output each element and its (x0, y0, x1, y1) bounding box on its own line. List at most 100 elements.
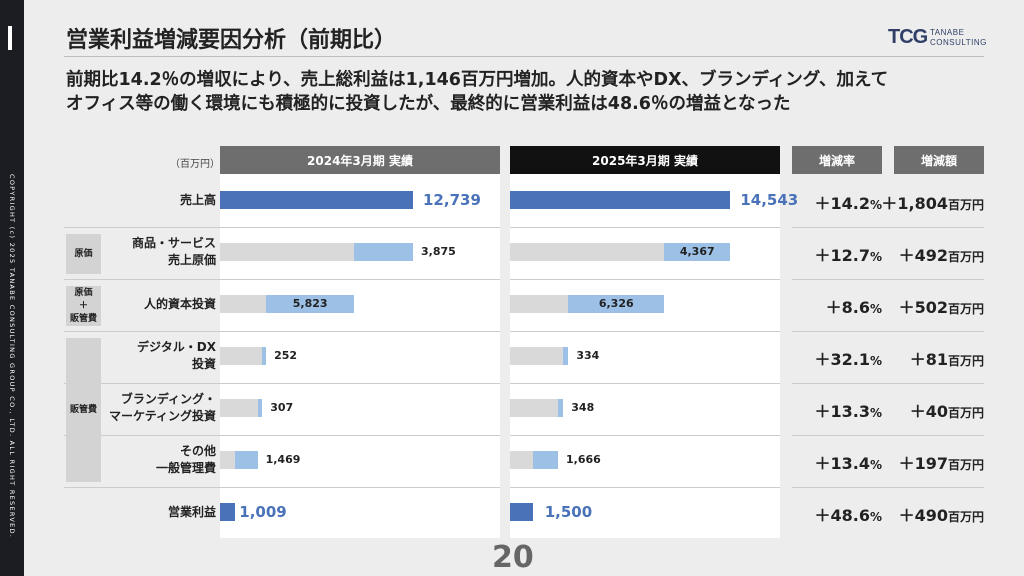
row-divider (220, 487, 500, 488)
change-rate-suffix: % (869, 458, 882, 472)
change-rate-value: ＋13.3 (814, 402, 870, 421)
header-amount: 増減額 (894, 146, 984, 174)
lead-line-2: オフィス等の働く環境にも積極的に投資したが、最終的に営業利益は48.6％の増益と… (66, 94, 791, 114)
change-amount-value: ＋492 (898, 246, 948, 265)
row-divider (792, 279, 984, 280)
change-rate-value: ＋8.6 (825, 298, 870, 317)
row-divider (510, 227, 780, 228)
change-rate-value: ＋14.2 (814, 194, 870, 213)
value-label-2024: 1,009 (239, 503, 287, 521)
panel-2024 (220, 174, 500, 538)
row-divider (220, 435, 500, 436)
value-label-2024: 1,469 (265, 453, 301, 466)
change-amount-suffix: 百万円 (947, 354, 984, 368)
value-label-2024: 307 (270, 401, 294, 414)
row-divider (220, 279, 500, 280)
change-amount-suffix: 百万円 (947, 302, 984, 316)
change-rate-suffix: % (869, 198, 882, 212)
change-rate-suffix: % (869, 406, 882, 420)
bar-2024 (354, 243, 413, 261)
change-rate: ＋13.3% (814, 398, 882, 422)
change-amount: ＋197百万円 (899, 450, 984, 474)
row-divider (64, 383, 220, 384)
bar-2025 (568, 295, 665, 313)
change-amount: ＋81百万円 (910, 346, 984, 370)
change-amount-value: ＋1,804 (881, 194, 948, 213)
header-2024: 2024年3月期 実績 (220, 146, 500, 174)
bar-2025 (532, 451, 558, 469)
row-divider (510, 383, 780, 384)
change-amount-suffix: 百万円 (947, 198, 984, 212)
row-divider (510, 487, 780, 488)
change-rate-suffix: % (869, 510, 882, 524)
header-rate: 増減率 (792, 146, 882, 174)
change-rate-value: ＋32.1 (814, 350, 870, 369)
sidebar-accent (8, 26, 12, 50)
base-bar-2025 (510, 243, 665, 261)
change-rate-value: ＋13.4 (814, 454, 870, 473)
row-label: 売上高 (179, 192, 216, 207)
change-amount: ＋502百万円 (899, 294, 984, 318)
logo-mark: TCG (888, 26, 928, 48)
row-divider (64, 227, 220, 228)
value-label-2025: 6,326 (598, 297, 634, 310)
row-label: ブランディング・ マーケティング投資 (108, 392, 216, 423)
base-bar-2025 (510, 295, 569, 313)
row-label: 営業利益 (167, 504, 216, 519)
value-label-2024: 5,823 (292, 297, 328, 310)
base-bar-2024 (220, 347, 263, 365)
row-divider (220, 227, 500, 228)
base-bar-2024 (220, 451, 236, 469)
value-label-2025: 334 (576, 349, 600, 362)
bar-2024 (220, 191, 413, 209)
change-rate-suffix: % (869, 302, 882, 316)
row-divider (792, 435, 984, 436)
title-divider (64, 56, 984, 57)
change-rate-value: ＋12.7 (814, 246, 870, 265)
row-divider (64, 279, 220, 280)
change-rate: ＋14.2% (814, 190, 882, 214)
change-amount-value: ＋40 (909, 402, 948, 421)
row-divider (792, 331, 984, 332)
change-amount-suffix: 百万円 (947, 406, 984, 420)
bar-2025 (563, 347, 569, 365)
value-label-2025: 1,500 (544, 503, 593, 521)
base-bar-2024 (220, 399, 258, 417)
sidebar: COPYRIGHT (c) 2025 TANABE CONSULTING GRO… (0, 0, 24, 576)
change-amount-suffix: 百万円 (947, 458, 984, 472)
bar-2025 (664, 243, 731, 261)
value-label-2025: 14,543 (740, 191, 799, 209)
change-amount: ＋490百万円 (899, 502, 984, 526)
change-amount: ＋40百万円 (910, 398, 984, 422)
change-amount-value: ＋197 (898, 454, 948, 473)
copyright-text: COPYRIGHT (c) 2025 TANABE CONSULTING GRO… (8, 174, 16, 539)
row-divider (64, 331, 220, 332)
group-label: 原価 (66, 234, 101, 274)
change-amount: ＋1,804百万円 (881, 190, 984, 214)
value-label-2025: 4,367 (679, 245, 715, 258)
row-divider (64, 435, 220, 436)
change-rate-value: ＋48.6 (814, 506, 870, 525)
base-bar-2024 (220, 243, 355, 261)
base-bar-2024 (220, 295, 267, 313)
row-label: 商品・サービス 売上原価 (131, 236, 216, 267)
change-rate: ＋12.7% (814, 242, 882, 266)
row-divider (220, 383, 500, 384)
row-label: 人的資本投資 (143, 296, 216, 311)
bar-2024 (262, 347, 267, 365)
change-amount-value: ＋490 (898, 506, 948, 525)
change-rate: ＋32.1% (814, 346, 882, 370)
lead-text: 前期比14.2％の増収により、売上総利益は1,146百万円増加。人的資本やDX、… (66, 68, 986, 116)
change-rate-suffix: % (869, 354, 882, 368)
value-label-2024: 252 (274, 349, 298, 362)
row-divider (510, 331, 780, 332)
group-label: 販管費 (66, 338, 101, 482)
change-rate: ＋48.6% (814, 502, 882, 526)
bar-2025 (557, 399, 564, 417)
change-rate-suffix: % (869, 250, 882, 264)
row-label: デジタル・DX 投資 (137, 340, 216, 371)
change-amount: ＋492百万円 (899, 242, 984, 266)
page-title: 営業利益増減要因分析（前期比） (66, 28, 397, 53)
row-label: その他 一般管理費 (155, 444, 216, 475)
bar-2024 (220, 503, 236, 521)
